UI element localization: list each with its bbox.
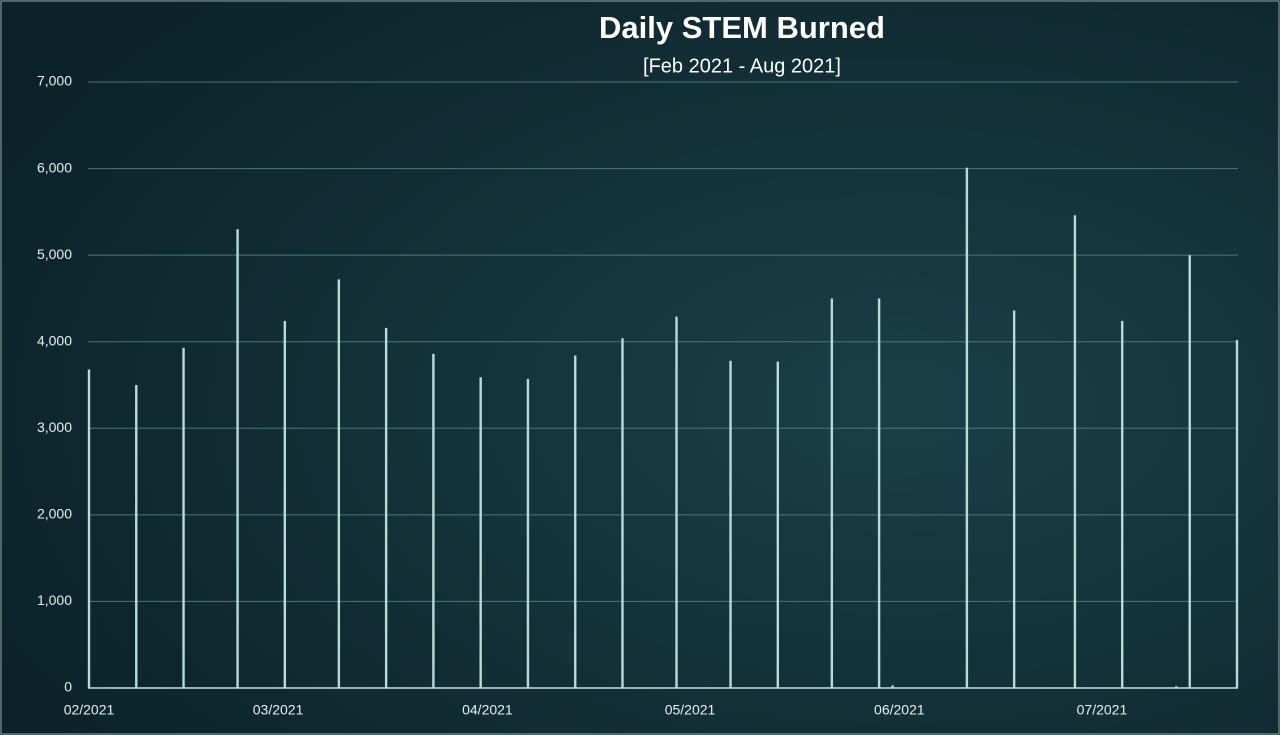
bar (830, 298, 834, 688)
bar (574, 355, 577, 688)
x-tick-label: 04/2021 (462, 702, 513, 718)
bar (1175, 686, 1178, 688)
y-tick-label: 3,000 (37, 419, 72, 435)
bar (384, 327, 388, 688)
bar (1121, 320, 1124, 688)
bar (182, 347, 185, 688)
bar (479, 377, 482, 688)
y-tick-label: 0 (64, 679, 72, 695)
x-tick-label: 05/2021 (665, 702, 716, 718)
bar (1012, 310, 1016, 688)
bar (87, 369, 91, 688)
bar (891, 685, 894, 688)
bar (1073, 215, 1077, 688)
bar (877, 298, 881, 688)
y-tick-label: 6,000 (37, 159, 72, 175)
bar (621, 338, 624, 688)
bar (776, 361, 779, 688)
bar (729, 360, 732, 688)
x-tick-label: 06/2021 (874, 702, 925, 718)
y-tick-label: 4,000 (37, 332, 72, 348)
bar (675, 316, 678, 688)
x-tick-label: 02/2021 (64, 702, 115, 718)
bar (965, 167, 969, 689)
chart-title: Daily STEM Burned (599, 10, 885, 45)
bar (236, 229, 239, 688)
x-tick-label: 03/2021 (253, 702, 304, 718)
bar (283, 320, 287, 688)
bar (1235, 339, 1239, 688)
y-tick-label: 1,000 (37, 592, 72, 608)
bar (526, 378, 530, 688)
bar (135, 385, 138, 688)
chart-subtitle: [Feb 2021 - Aug 2021] (643, 55, 841, 77)
bar (1188, 255, 1191, 688)
x-tick-label: 07/2021 (1077, 702, 1128, 718)
y-tick-label: 7,000 (37, 73, 72, 89)
bar (337, 279, 341, 688)
y-tick-label: 5,000 (37, 246, 72, 262)
bar (432, 353, 435, 688)
y-tick-label: 2,000 (37, 506, 72, 522)
